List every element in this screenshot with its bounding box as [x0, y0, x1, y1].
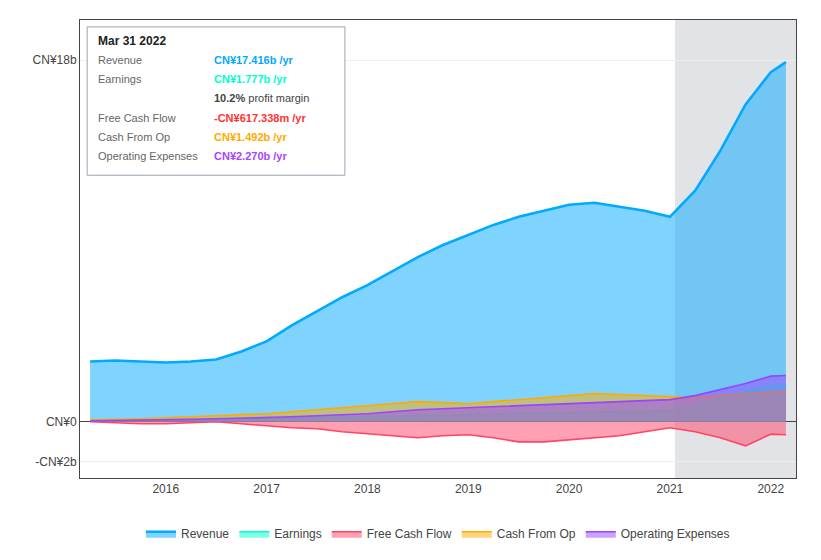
svg-text:Free Cash Flow: Free Cash Flow [98, 112, 176, 124]
svg-text:Operating Expenses: Operating Expenses [621, 527, 730, 541]
svg-text:Mar 31 2022: Mar 31 2022 [98, 34, 166, 48]
svg-text:2016: 2016 [152, 482, 179, 496]
svg-text:2017: 2017 [253, 482, 280, 496]
svg-text:2022: 2022 [757, 482, 784, 496]
svg-text:2020: 2020 [556, 482, 583, 496]
svg-text:CN¥1.777b /yr: CN¥1.777b /yr [214, 73, 287, 85]
svg-text:Revenue: Revenue [98, 54, 142, 66]
svg-text:2018: 2018 [354, 482, 381, 496]
svg-text:CN¥2.270b /yr: CN¥2.270b /yr [214, 150, 287, 162]
svg-text:CN¥17.416b /yr: CN¥17.416b /yr [214, 54, 294, 66]
svg-text:10.2% profit margin: 10.2% profit margin [214, 92, 309, 104]
svg-text:Cash From Op: Cash From Op [497, 527, 576, 541]
svg-text:Cash From Op: Cash From Op [98, 131, 170, 143]
svg-text:-CN¥617.338m /yr: -CN¥617.338m /yr [214, 112, 306, 124]
svg-text:CN¥0: CN¥0 [46, 415, 77, 429]
svg-text:2019: 2019 [455, 482, 482, 496]
svg-text:2021: 2021 [657, 482, 684, 496]
svg-text:Operating Expenses: Operating Expenses [98, 150, 198, 162]
svg-text:Revenue: Revenue [181, 527, 229, 541]
svg-text:Free Cash Flow: Free Cash Flow [367, 527, 452, 541]
svg-text:-CN¥2b: -CN¥2b [35, 455, 77, 469]
svg-text:Earnings: Earnings [98, 73, 142, 85]
svg-text:CN¥1.492b /yr: CN¥1.492b /yr [214, 131, 287, 143]
svg-text:CN¥18b: CN¥18b [33, 53, 77, 67]
svg-text:Earnings: Earnings [274, 527, 321, 541]
